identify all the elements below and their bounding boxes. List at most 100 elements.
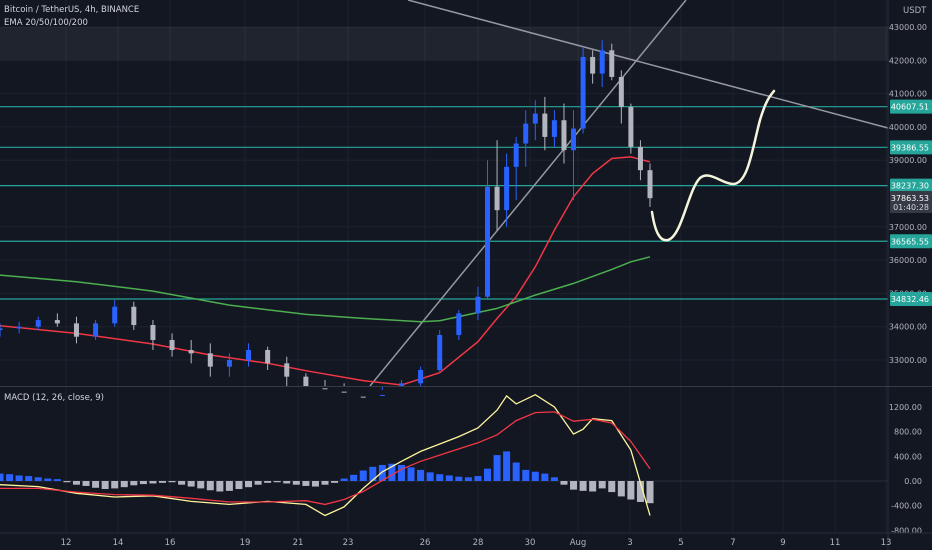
macd-histogram-bar bbox=[321, 481, 329, 485]
macd-histogram-bar bbox=[550, 477, 558, 481]
candle-body bbox=[475, 296, 481, 314]
macd-histogram-bar bbox=[197, 481, 205, 489]
macd-histogram-bar bbox=[331, 481, 339, 483]
ema-lines bbox=[0, 156, 651, 386]
descending-trendline[interactable] bbox=[407, 0, 889, 129]
macd-pane bbox=[0, 393, 888, 517]
macd-histogram-bar bbox=[130, 481, 138, 486]
macd-histogram-bar bbox=[63, 481, 71, 483]
macd-tick-label: 400.00 bbox=[894, 452, 922, 461]
macd-histogram-bar bbox=[359, 470, 367, 481]
level-price-text: 34832.46 bbox=[891, 295, 929, 304]
level-price-tag bbox=[890, 291, 932, 306]
macd-histogram-bar bbox=[407, 467, 415, 481]
macd-tick-label: 0.00 bbox=[904, 477, 922, 486]
price-tick-label: 34000.00 bbox=[889, 323, 927, 332]
macd-tick-label: 800.00 bbox=[894, 428, 922, 437]
countdown-text: 01:40:28 bbox=[893, 203, 929, 212]
level-price-text: 38237.30 bbox=[891, 182, 929, 191]
macd-histogram-bar bbox=[206, 481, 214, 491]
macd-histogram-bar bbox=[455, 476, 463, 481]
candle-body bbox=[513, 143, 519, 167]
time-tick-label: 14 bbox=[113, 538, 124, 548]
macd-histogram-bar bbox=[53, 479, 61, 481]
macd-histogram-bar bbox=[34, 477, 42, 481]
candle-body bbox=[150, 325, 156, 341]
macd-histogram-bar bbox=[302, 481, 310, 486]
macd-histogram-bar bbox=[15, 475, 23, 481]
candle-body bbox=[532, 113, 538, 124]
price-tick-label: 41000.00 bbox=[889, 90, 927, 99]
macd-histogram-bar bbox=[0, 473, 4, 481]
macd-histogram-bar bbox=[522, 469, 530, 481]
candle-body bbox=[188, 350, 194, 354]
candle-body bbox=[131, 306, 137, 326]
price-tick-label: 40000.00 bbox=[889, 123, 927, 132]
candle-body bbox=[504, 166, 510, 211]
time-tick-label: 13 bbox=[881, 538, 892, 548]
macd-histogram-bar bbox=[436, 474, 444, 481]
level-price-tag bbox=[890, 99, 932, 114]
candle-body bbox=[418, 369, 424, 384]
candle-body bbox=[169, 340, 175, 351]
macd-legend[interactable]: MACD (12, 26, close, 9) bbox=[4, 393, 104, 403]
macd-histogram-bar bbox=[579, 481, 587, 491]
candle-body bbox=[35, 320, 41, 327]
candle-body bbox=[437, 335, 443, 370]
macd-line bbox=[0, 393, 651, 517]
candle-body bbox=[561, 120, 567, 151]
time-tick-label: 3 bbox=[627, 538, 632, 548]
macd-histogram-bar bbox=[570, 481, 578, 490]
candle-body bbox=[207, 353, 213, 367]
candle-body bbox=[618, 76, 624, 107]
macd-histogram-bar bbox=[168, 481, 176, 483]
macd-histogram-bar bbox=[369, 466, 377, 481]
candle-body bbox=[456, 313, 462, 336]
macd-histogram-bar bbox=[350, 474, 358, 481]
candle-body bbox=[112, 306, 118, 324]
time-tick-label: 26 bbox=[420, 538, 431, 548]
macd-histogram-bar bbox=[311, 481, 319, 487]
time-axis[interactable]: 12 14 16 19 21 23 26 28 30 Aug 3 5 7 9 11 13 bbox=[0, 532, 932, 548]
macd-histogram-bar bbox=[426, 472, 434, 481]
candle-body bbox=[647, 170, 653, 199]
macd-histogram-bar bbox=[617, 481, 625, 497]
pane-separator[interactable] bbox=[0, 386, 932, 387]
ema-legend[interactable]: EMA 20/50/100/200 bbox=[4, 18, 88, 28]
macd-histogram-bar bbox=[149, 481, 157, 484]
ema-50-line bbox=[0, 156, 651, 386]
price-tick-label: 39000.00 bbox=[889, 156, 927, 165]
candle-body bbox=[73, 323, 79, 337]
candle-body bbox=[494, 186, 500, 211]
price-tick-label: 43000.00 bbox=[889, 23, 927, 32]
price-tick-label: 33000.00 bbox=[889, 356, 927, 365]
candle-body bbox=[54, 320, 60, 324]
time-tick-label: 11 bbox=[830, 538, 841, 548]
signal-line bbox=[0, 411, 651, 506]
macd-histogram-bar bbox=[589, 481, 597, 492]
symbol-title[interactable]: Bitcoin / TetherUS, 4h, BINANCE bbox=[4, 5, 140, 15]
price-tick-label: 36000.00 bbox=[889, 256, 927, 265]
currency-label: USDT bbox=[903, 6, 927, 16]
macd-histogram-bar bbox=[445, 475, 453, 481]
macd-histogram-bar bbox=[541, 473, 549, 481]
macd-histogram-bar bbox=[598, 481, 606, 489]
time-tick-label: 19 bbox=[240, 538, 251, 548]
candle-body bbox=[360, 396, 366, 398]
resistance-zone bbox=[0, 27, 888, 61]
projection-path[interactable] bbox=[650, 89, 776, 242]
candle-body bbox=[485, 186, 490, 297]
macd-tick-label: -400.00 bbox=[891, 502, 922, 511]
candle-body bbox=[341, 391, 347, 393]
candle-body bbox=[303, 376, 309, 386]
macd-histogram-bar bbox=[646, 481, 654, 504]
price-axis[interactable]: 43000.00 42000.00 41000.00 40000.00 39000.00… bbox=[887, 0, 927, 550]
time-tick-label: 21 bbox=[293, 538, 304, 548]
macd-histogram-bar bbox=[340, 478, 348, 481]
candle-body bbox=[93, 323, 99, 337]
macd-histogram-bar bbox=[82, 481, 90, 486]
macd-histogram-bar bbox=[608, 481, 616, 493]
candle-body bbox=[542, 113, 548, 137]
grid bbox=[0, 0, 888, 532]
